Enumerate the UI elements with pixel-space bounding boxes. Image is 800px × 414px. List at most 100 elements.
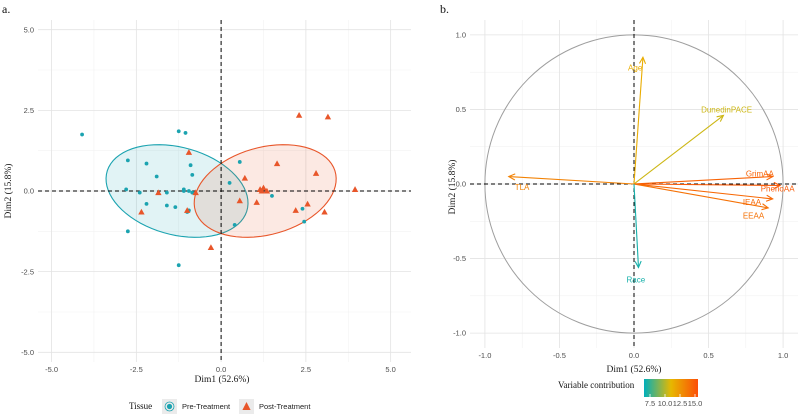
panel-a: a. -5.0 -2.5 0.0 2.5 5.0 -5.0 -2.5 0.0 2.5 5.0 D…	[2, 2, 411, 385]
arrow-phenoaa	[633, 183, 781, 187]
point-pre-21	[237, 160, 242, 164]
panel-a-label: a.	[2, 2, 10, 16]
panel-a-y-tick-labels: -5.0 -2.5 0.0 2.5 5.0	[21, 25, 34, 357]
arrow-dunedinpace	[633, 114, 724, 185]
point-post-17	[236, 197, 243, 204]
point-pre-26	[302, 219, 307, 224]
panel-a-legend: Tissue Pre-Treatment Post-Treatment	[129, 399, 311, 414]
colorbar-tick-label: 15.0	[688, 399, 703, 408]
legend-label-post-treatment: Post-Treatment	[259, 402, 311, 411]
panel-b-variable-labels: Age DunedinPACE GrimAA PhenoAA IEAA EEAA TLA Ra…	[515, 64, 795, 285]
x-tick-label: 0.0	[216, 365, 226, 374]
variable-label-grimaa: GrimAA	[746, 170, 775, 179]
point-pre-0	[80, 132, 84, 137]
panel-a-x-axis-title: Dim1 (52.6%)	[195, 374, 250, 385]
legend-key-pre-circle-icon	[166, 403, 173, 410]
point-pre-8	[164, 190, 169, 195]
x-tick-label: -2.5	[130, 365, 143, 374]
point-post-10	[241, 174, 249, 181]
x-tick-label: 2.5	[301, 365, 311, 374]
point-pre-19	[190, 190, 195, 195]
panel-b-label: b.	[440, 2, 449, 16]
point-post-12	[138, 208, 145, 215]
x-tick-label: -0.5	[553, 351, 566, 360]
point-post-9	[185, 149, 193, 155]
colorbar-gradient	[644, 379, 698, 397]
panel-b-x-tick-labels: -1.0 -0.5 0.0 0.5 1.0	[478, 351, 788, 360]
y-tick-label: -5.0	[21, 348, 34, 357]
point-pre-3	[154, 174, 159, 179]
point-post-2	[273, 160, 281, 167]
point-pre-4	[176, 129, 181, 134]
y-tick-label: 0.5	[456, 105, 466, 114]
panel-b: b. Age DunedinPACE GrimAA PhenoAA IEAA EEAA TL…	[440, 2, 798, 375]
variable-label-ieaa: IEAA	[743, 198, 762, 207]
point-post-18	[253, 199, 260, 205]
point-pre-18	[181, 187, 186, 192]
panel-b-y-axis-title: Dim2 (15.8%)	[447, 160, 458, 215]
y-tick-label: 1.0	[456, 31, 466, 40]
legend-key-post-triangle-icon	[242, 402, 251, 410]
point-pre-11	[144, 202, 149, 206]
point-post-13	[292, 207, 299, 213]
point-post-3	[312, 170, 320, 176]
variable-label-tla: TLA	[515, 183, 530, 192]
point-post-7	[260, 184, 267, 191]
point-pre-27	[176, 263, 181, 268]
point-pre-10	[186, 189, 191, 193]
y-tick-label: 5.0	[24, 25, 34, 34]
panel-a-zero-lines	[38, 20, 411, 362]
y-tick-label: -2.5	[21, 267, 34, 276]
legend-key-pre-ring-icon	[164, 401, 175, 412]
arrowhead-icon	[634, 260, 642, 269]
arrowhead-icon	[773, 181, 782, 189]
point-pre-20	[227, 181, 232, 185]
point-post-1	[324, 113, 332, 120]
colorbar-ticks: 7.5 10.0 12.5 15.0	[645, 394, 703, 408]
point-pre-6	[124, 187, 129, 192]
x-tick-label: 0.0	[629, 351, 639, 360]
x-tick-label: 1.0	[778, 351, 788, 360]
variable-label-eeaa: EEAA	[743, 211, 765, 220]
y-tick-label: 2.5	[24, 106, 34, 115]
variable-label-race: Race	[627, 275, 646, 284]
legend-title: Tissue	[129, 401, 152, 411]
colorbar-title: Variable contribution	[558, 380, 635, 390]
point-post-4	[351, 186, 359, 192]
arrow-race	[633, 183, 640, 268]
point-pre-23	[125, 229, 130, 234]
point-post-16	[192, 189, 199, 196]
point-post-15	[321, 208, 328, 215]
arrow-age	[633, 57, 644, 185]
panel-b-x-axis-title: Dim1 (52.6%)	[607, 364, 662, 375]
arrow-ieaa	[633, 183, 773, 200]
colorbar-tick-label: 10.0	[658, 399, 673, 408]
point-pre-25	[300, 206, 305, 211]
point-pre-24	[232, 222, 237, 227]
arrowhead-icon	[761, 203, 770, 211]
panel-a-x-tick-labels: -5.0 -2.5 0.0 2.5 5.0	[45, 365, 396, 374]
point-pre-2	[144, 161, 149, 166]
panel-b-variable-arrows	[507, 56, 782, 269]
x-tick-label: -5.0	[45, 365, 58, 374]
point-pre-12	[164, 203, 169, 208]
point-pre-7	[137, 190, 142, 195]
arrow-tla	[508, 175, 635, 185]
x-tick-label: 0.5	[703, 351, 713, 360]
colorbar-tick-label: 12.5	[673, 399, 688, 408]
arrowhead-icon	[507, 173, 516, 181]
arrowhead-icon	[716, 114, 725, 122]
point-pre-1	[125, 158, 130, 163]
variable-label-age: Age	[628, 64, 643, 73]
point-pre-22	[270, 193, 274, 198]
point-pre-14	[188, 163, 193, 168]
arrowhead-icon	[765, 173, 774, 181]
point-post-20	[207, 244, 215, 251]
point-pre-5	[183, 131, 188, 135]
variable-label-dunedinpace: DunedinPACE	[701, 105, 752, 114]
x-tick-label: 5.0	[385, 365, 395, 374]
panel-a-points	[80, 111, 359, 268]
arrowhead-icon	[765, 194, 774, 202]
arrowhead-icon	[638, 56, 647, 64]
